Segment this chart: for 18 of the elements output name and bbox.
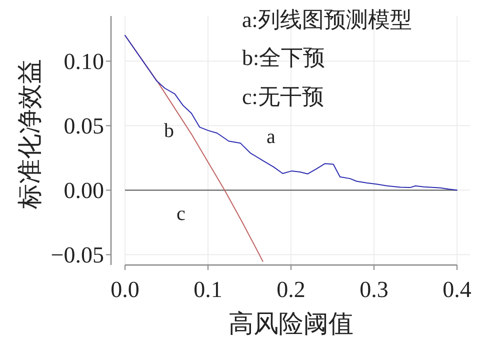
annotation: a	[266, 126, 276, 148]
annotation: c:无干预	[242, 84, 324, 109]
line-series	[124, 34, 458, 191]
x-tick-label: 0.0	[110, 277, 140, 302]
x-axis-title: 高风险阈值	[228, 310, 354, 338]
y-tick-label: −0.05	[50, 242, 104, 268]
x-tick-label: 0.1	[194, 277, 222, 302]
annotation: a:列线图预测模型	[242, 7, 412, 32]
annotation: b:全下预	[242, 45, 326, 70]
annotation: c	[176, 203, 186, 225]
x-tick-label: 0.4	[442, 277, 472, 302]
x-tick-label: 0.3	[360, 277, 388, 302]
y-tick-label: 0.05	[64, 114, 104, 139]
y-tick-label: 0.00	[64, 178, 104, 204]
x-tick-label: 0.2	[276, 277, 306, 302]
y-axis-title: 标准化净效益	[17, 59, 44, 210]
y-tick-label: 0.10	[64, 49, 104, 74]
annotation: b	[164, 120, 174, 142]
